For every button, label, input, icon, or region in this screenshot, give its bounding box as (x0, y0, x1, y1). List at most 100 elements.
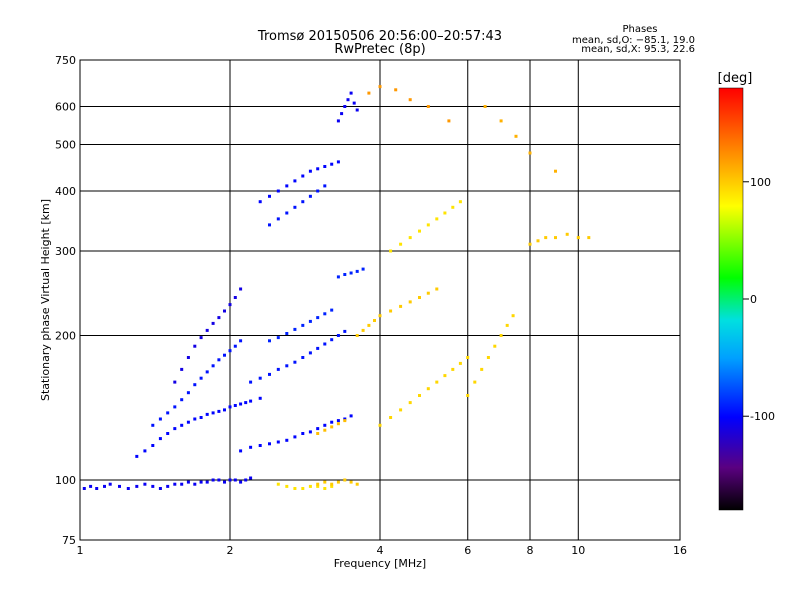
data-point (211, 364, 215, 368)
data-point (399, 242, 403, 246)
data-point (173, 427, 177, 431)
data-point (239, 449, 243, 453)
data-point (217, 316, 221, 320)
data-point (151, 423, 155, 427)
data-point (336, 160, 340, 164)
data-point (301, 200, 305, 204)
colorbar-tick-label: 0 (750, 293, 757, 306)
data-point (151, 484, 155, 488)
data-point (173, 482, 177, 486)
data-point (394, 88, 398, 92)
data-point (199, 336, 203, 340)
data-point (323, 480, 327, 484)
data-point (239, 339, 243, 343)
data-point (418, 296, 421, 299)
data-point (554, 236, 557, 240)
data-point (493, 344, 497, 348)
data-point (323, 428, 327, 432)
data-point (308, 319, 312, 323)
data-point (82, 487, 86, 490)
data-point (258, 200, 262, 204)
data-point (186, 420, 190, 424)
data-point (544, 236, 548, 240)
data-point (249, 476, 253, 480)
data-point (205, 328, 209, 332)
data-point (244, 478, 248, 482)
data-point (233, 404, 237, 407)
data-point (323, 423, 327, 427)
data-point (352, 101, 356, 105)
data-point (228, 349, 232, 353)
data-point (343, 419, 347, 423)
data-point (186, 480, 190, 484)
data-point (228, 478, 232, 482)
data-point (343, 329, 347, 333)
grid-lines (80, 60, 680, 540)
data-point (443, 374, 447, 378)
data-point (211, 321, 215, 325)
data-point (308, 169, 312, 173)
data-point (223, 408, 226, 412)
data-point (268, 339, 271, 343)
data-point (166, 411, 170, 415)
data-point (426, 223, 430, 227)
data-point (180, 423, 184, 427)
data-point (426, 105, 430, 108)
data-point (408, 236, 412, 240)
data-point (330, 308, 334, 312)
data-point (258, 376, 262, 380)
data-point (193, 417, 197, 421)
data-point (565, 232, 569, 236)
data-point (244, 401, 248, 405)
data-point (268, 194, 271, 198)
y-axis-label: Stationary phase Virtual Height [km] (39, 199, 52, 401)
data-point (466, 356, 470, 359)
data-point (435, 287, 439, 291)
data-point (293, 360, 297, 364)
data-point (554, 169, 557, 173)
data-point (443, 211, 447, 215)
data-point (349, 271, 353, 275)
data-point (330, 420, 334, 424)
data-point (408, 401, 412, 405)
data-point (103, 484, 106, 488)
data-point (108, 482, 112, 486)
data-point (458, 361, 462, 365)
data-point (316, 484, 320, 488)
data-point (276, 189, 280, 193)
data-point (408, 300, 412, 304)
data-point (435, 380, 439, 384)
data-point (336, 119, 340, 123)
data-point (249, 380, 253, 384)
colorbar-ticks: 100 0 -100 (743, 176, 775, 423)
data-point (173, 380, 177, 384)
data-point (451, 205, 455, 209)
data-point (336, 275, 340, 279)
y-axis-ticks: 75 100 200 300 400 500 600 750 (55, 54, 76, 547)
data-point (336, 422, 340, 426)
data-point (158, 437, 162, 441)
data-point (499, 334, 503, 337)
x-axis-label: Frequency [MHz] (334, 557, 426, 570)
data-point (118, 484, 121, 488)
data-point (399, 408, 403, 412)
stats-o-line: mean, sd,O: −85.1, 19.0 (572, 35, 695, 46)
data-point (135, 484, 139, 488)
data-point (399, 304, 403, 308)
data-point (268, 442, 271, 446)
data-point (343, 417, 347, 421)
data-point (217, 478, 221, 482)
data-points (82, 85, 591, 490)
stats-heading: Phases (622, 24, 657, 35)
data-point (528, 242, 532, 246)
data-point (268, 372, 271, 376)
y-tick-label: 500 (55, 139, 76, 152)
y-tick-label: 600 (55, 101, 76, 114)
data-point (355, 482, 359, 486)
data-point (276, 367, 280, 371)
data-point (158, 487, 162, 490)
data-point (426, 291, 430, 295)
data-point (276, 482, 280, 486)
data-point (285, 184, 289, 188)
